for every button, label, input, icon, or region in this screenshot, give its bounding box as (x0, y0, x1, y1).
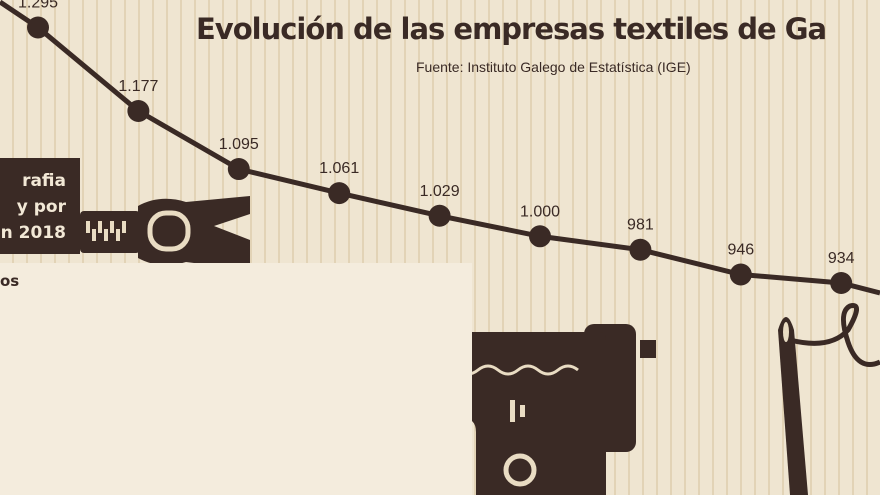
line-data-label: 1.061 (319, 160, 359, 177)
bar-chart-header: os (0, 272, 20, 290)
line-data-point (27, 16, 49, 39)
chart-source: Fuente: Instituto Galego de Estatística … (416, 59, 691, 75)
side-label-box: rafia y por n 2018 (0, 158, 80, 254)
line-data-point (428, 204, 451, 227)
line-data-point (629, 238, 652, 261)
side-label-line: y por (16, 197, 66, 217)
chart-title: Evolución de las empresas textiles de Ga (196, 12, 827, 46)
needle-and-thread-icon (778, 303, 880, 495)
line-data-label: 1.095 (219, 136, 259, 153)
line-data-point (729, 263, 752, 286)
line-data-label: 1.000 (520, 203, 560, 220)
side-label-line: n 2018 (0, 223, 66, 243)
zipper-icon (80, 196, 250, 270)
line-series-layer: 1.295 1.177 1.095 1.061 1.029 1.000 981 946 934 (0, 0, 880, 296)
line-series-path (36, 25, 880, 296)
line-data-label: 1.029 (420, 183, 460, 200)
line-data-point (328, 182, 351, 205)
line-data-label: 1.177 (118, 78, 158, 95)
line-data-label: 1.295 (18, 0, 58, 11)
line-data-point (127, 100, 150, 122)
line-data-label: 934 (828, 250, 855, 267)
line-data-point (227, 158, 250, 181)
line-data-label: 946 (727, 242, 754, 259)
side-label-line: rafia (22, 171, 66, 191)
bar-chart-panel (0, 263, 472, 495)
line-data-label: 981 (627, 217, 654, 234)
line-data-point (529, 225, 551, 248)
line-data-point (830, 272, 853, 294)
